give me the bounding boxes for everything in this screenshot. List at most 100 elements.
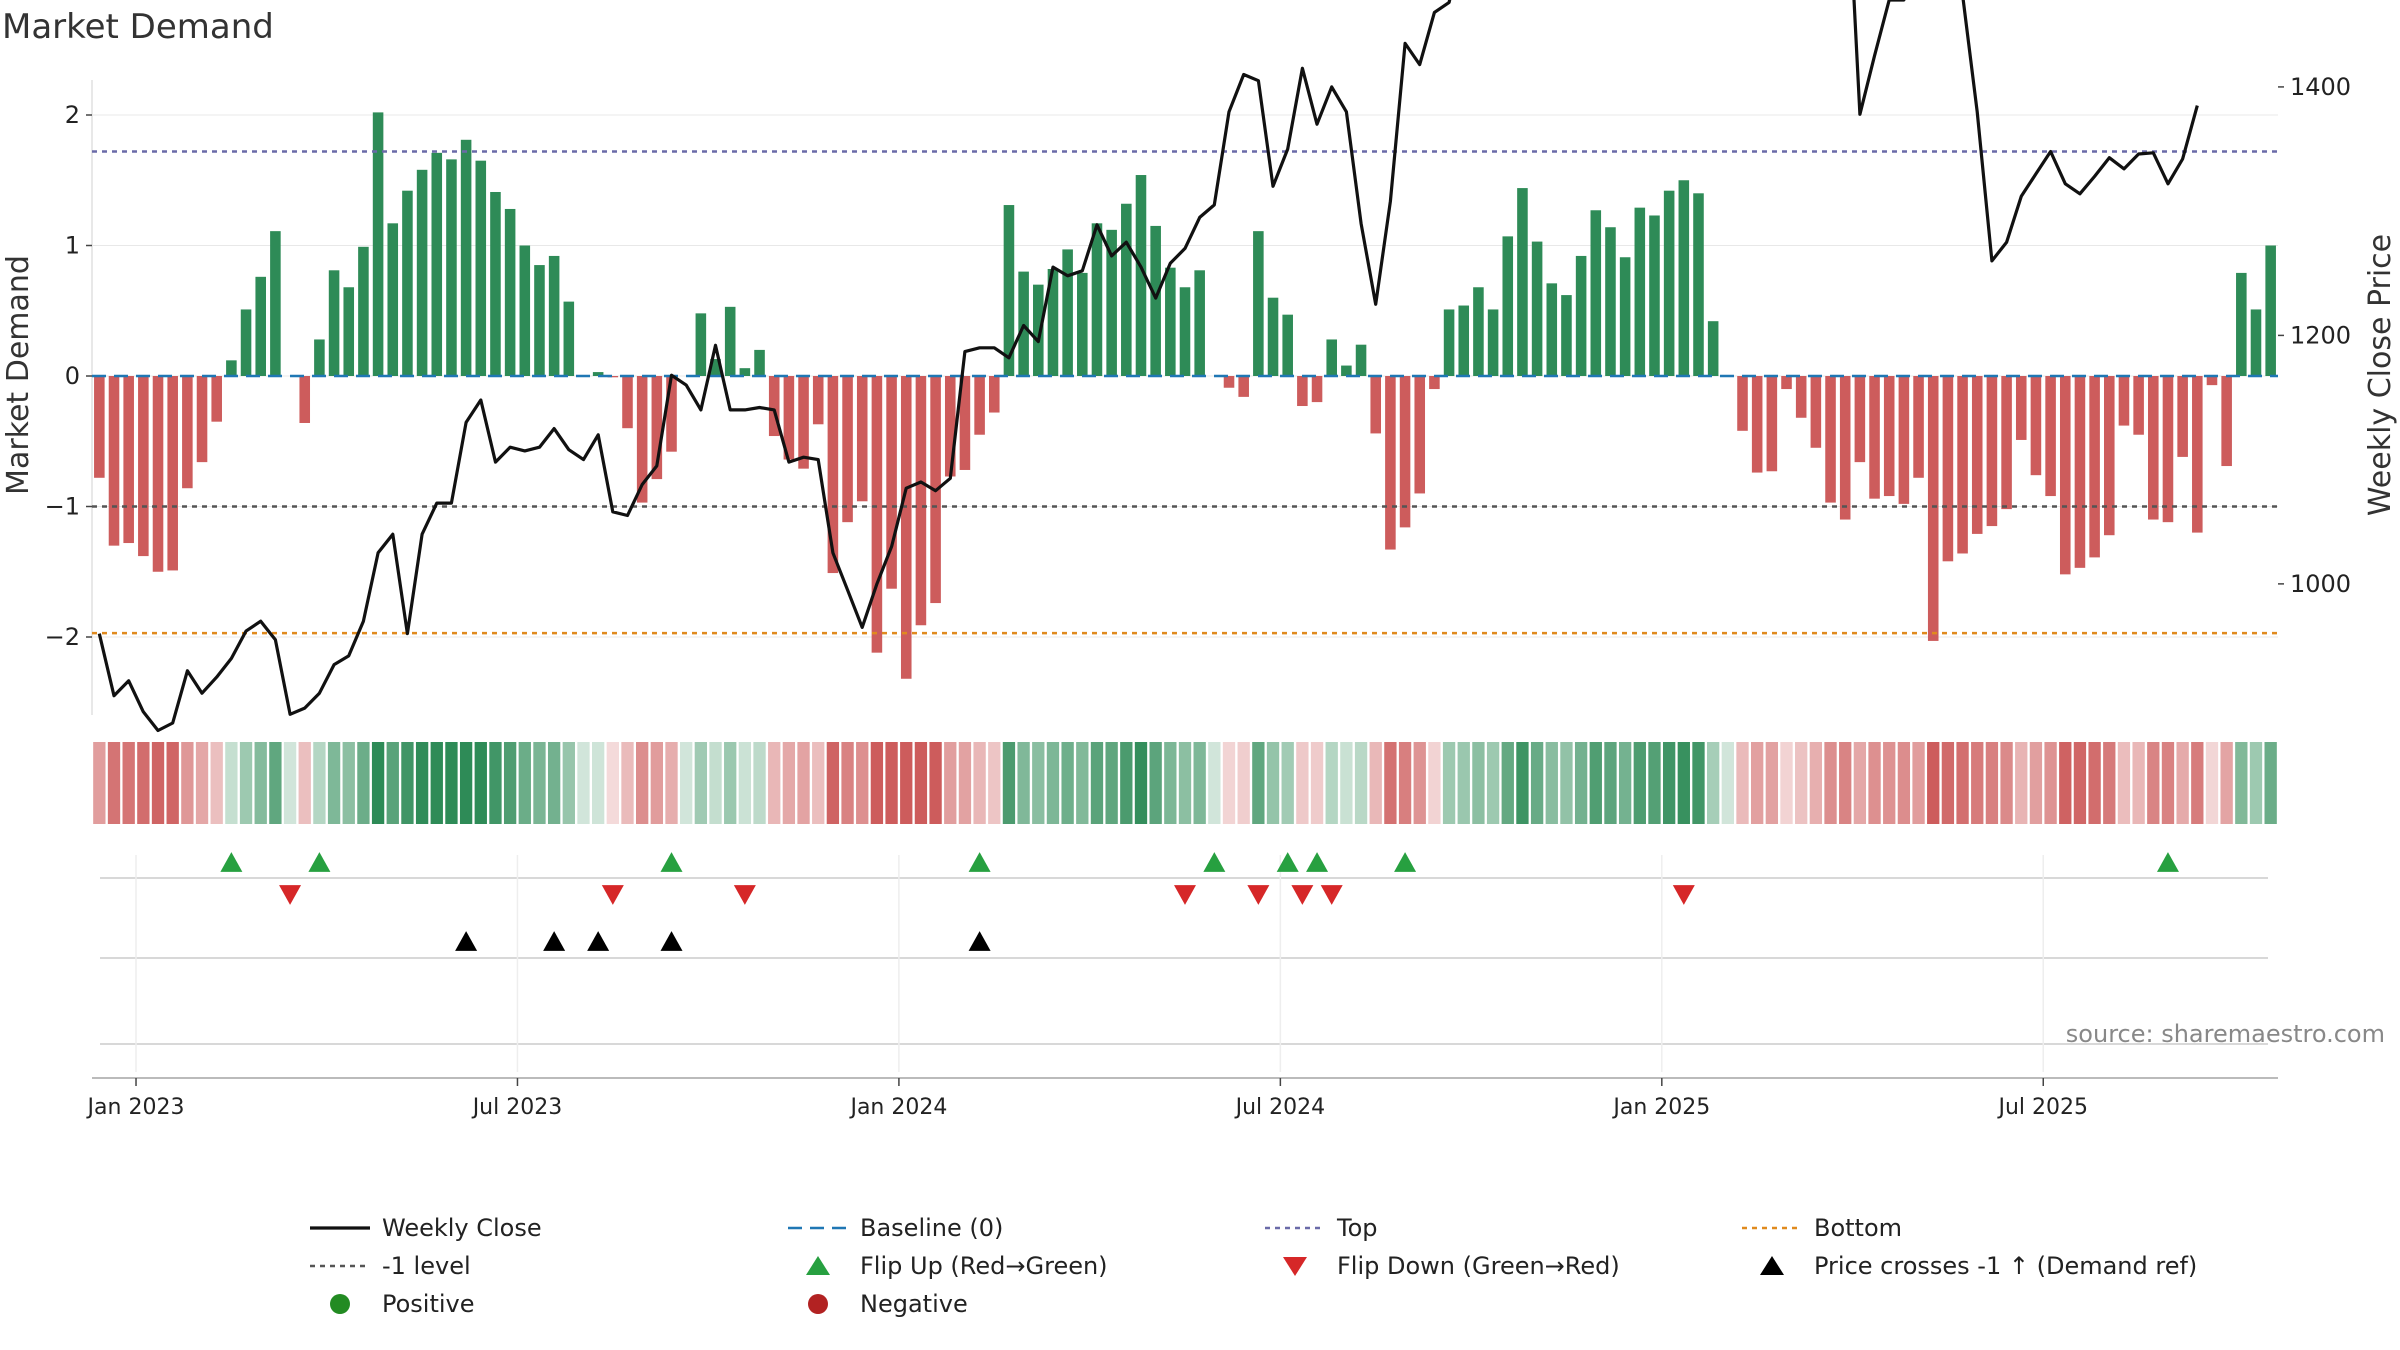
demand-bar — [2045, 376, 2056, 497]
heat-strip-cell — [1736, 742, 1749, 824]
demand-bar — [1737, 376, 1748, 431]
y2-tick-label: 1200 — [2290, 321, 2351, 349]
x-tick-label: Jul 2024 — [1234, 1095, 1326, 1120]
demand-bar — [1473, 287, 1484, 376]
heat-strip-cell — [591, 742, 605, 824]
legend-label: Top — [1336, 1214, 1378, 1242]
heat-strip-cell — [239, 742, 253, 824]
heat-strip-cell — [1193, 742, 1206, 824]
heat-strip-cell — [1472, 742, 1485, 824]
flip-up-marker — [660, 852, 683, 872]
x-tick-label: Jul 2025 — [1996, 1095, 2088, 1120]
demand-bar — [1913, 376, 1924, 478]
heat-strip-cell — [225, 742, 238, 824]
demand-bar — [196, 376, 208, 463]
heat-strip-cell — [1178, 742, 1192, 824]
heat-strip-cell — [181, 742, 194, 824]
legend-swatch — [1283, 1257, 1307, 1276]
heat-strip-cell — [606, 742, 619, 824]
flip-down-marker — [1672, 885, 1695, 905]
heat-strip-cell — [1706, 742, 1720, 824]
demand-bar — [152, 376, 164, 572]
demand-bar — [988, 376, 1000, 413]
heat-strip-cell — [107, 742, 121, 824]
heat-strip-cell — [1208, 742, 1221, 824]
heat-strip-cell — [122, 742, 135, 824]
heat-strip-cell — [2000, 742, 2013, 824]
heat-strip-cell — [2249, 742, 2263, 824]
demand-bar — [1502, 236, 1514, 376]
heat-strip-cell — [2147, 742, 2160, 824]
legend-item-flip_down: Flip Down (Green→Red) — [1283, 1252, 1620, 1280]
heat-strip-cell — [1252, 742, 1265, 824]
heat-strip-cell — [459, 742, 473, 824]
heat-strip-cell — [2044, 742, 2057, 824]
demand-bar — [1370, 376, 1382, 434]
heat-strip-cell — [1354, 742, 1368, 824]
demand-bar — [1942, 376, 1954, 562]
demand-bar — [856, 376, 868, 502]
heat-strip-cell — [1398, 742, 1412, 824]
chart-title: Market Demand — [2, 7, 274, 47]
demand-bar — [2236, 272, 2247, 376]
demand-bar — [666, 376, 677, 452]
heat-strip-cell — [709, 742, 722, 824]
demand-bar — [2265, 245, 2276, 376]
heat-strip-cell — [1912, 742, 1925, 824]
heat-strip-cell — [694, 742, 708, 824]
demand-bar — [1678, 180, 1690, 376]
demand-bar — [1355, 344, 1367, 376]
demand-bar — [768, 376, 780, 437]
heat-strip-cell — [1985, 742, 1999, 824]
demand-bar — [123, 376, 134, 544]
demand-bar — [270, 231, 281, 376]
heat-strip-cell — [1839, 742, 1852, 824]
demand-bar — [1341, 365, 1352, 376]
demand-bar — [1487, 309, 1499, 376]
heat-strip-cell — [1369, 742, 1382, 824]
flip-down-marker — [1291, 885, 1314, 905]
demand-bar — [636, 376, 648, 503]
legend-swatch — [1760, 1256, 1784, 1275]
heat-strip-cell — [1765, 742, 1779, 824]
heat-strip-cell — [93, 742, 106, 824]
heat-strip-cell — [195, 742, 209, 824]
demand-bar — [1282, 314, 1293, 376]
demand-bar — [739, 368, 751, 376]
demand-bar — [416, 169, 428, 376]
heat-strip-cell — [283, 742, 297, 824]
main-plot: 210−1−218001600140012001000 — [45, 0, 2351, 733]
heat-strip-cell — [313, 742, 326, 824]
flip-down-marker — [1174, 885, 1196, 905]
heat-strip-cell — [166, 742, 179, 824]
y-tick-label: −1 — [45, 493, 80, 521]
heat-strip-cell — [1061, 742, 1074, 824]
demand-bar — [1194, 270, 1205, 376]
demand-bar — [2162, 376, 2174, 523]
heat-strip-cell — [1780, 742, 1793, 824]
heat-strip-cell — [1545, 742, 1558, 824]
demand-bar — [592, 372, 604, 376]
demand-bar — [1399, 376, 1411, 528]
price-cross-marker — [455, 931, 478, 951]
heat-strip-cell — [1868, 742, 1881, 824]
demand-bar — [900, 376, 912, 679]
heat-strip-cell — [2191, 742, 2204, 824]
legend-item-top: Top — [1265, 1214, 1378, 1242]
demand-bar — [1077, 272, 1088, 376]
demand-bar — [1517, 188, 1528, 376]
y2-axis-label: Weekly Close Price — [2363, 234, 2398, 516]
demand-bar — [1531, 241, 1543, 376]
price-cross-marker — [587, 931, 610, 951]
demand-bar — [2074, 376, 2086, 568]
demand-bar — [1971, 376, 1983, 534]
demand-bar — [886, 376, 897, 589]
demand-bar — [1429, 376, 1440, 390]
heat-strip-cell — [2029, 742, 2043, 824]
demand-bar — [842, 376, 853, 523]
heat-strip-cell — [1486, 742, 1500, 824]
heat-strip-cell — [841, 742, 854, 824]
heat-strip-cell — [371, 742, 385, 824]
price-cross-marker — [660, 931, 683, 951]
flip-up-marker — [968, 852, 991, 872]
